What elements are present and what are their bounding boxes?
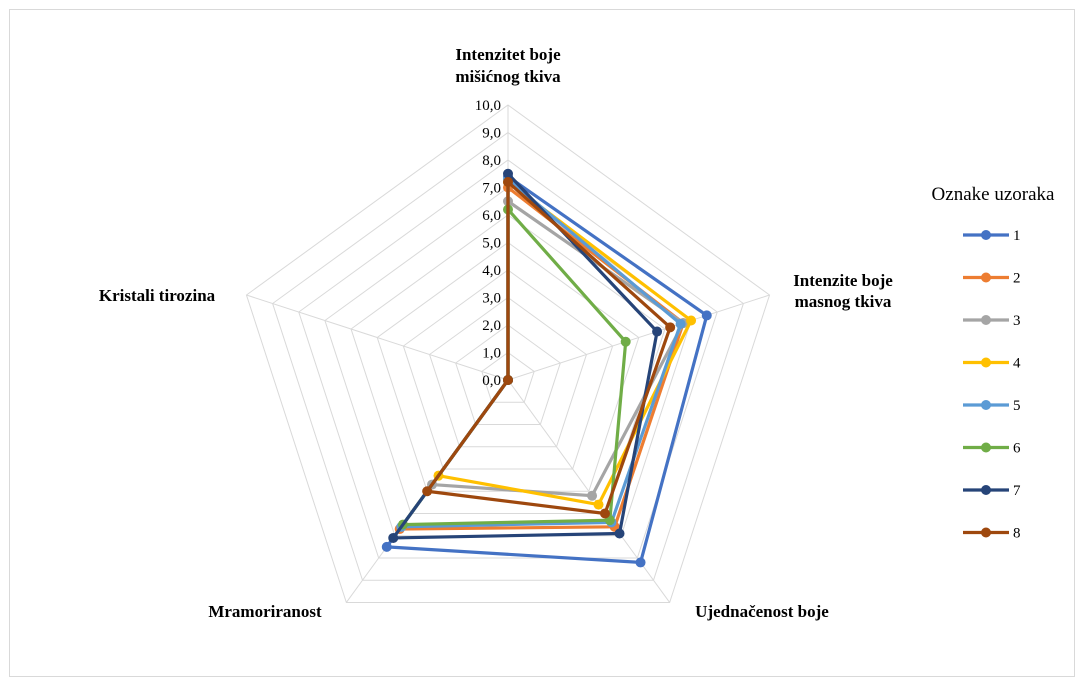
data-point: [503, 168, 513, 179]
grid-spoke: [507, 294, 770, 381]
series-8: [422, 177, 676, 519]
tick-label: 9,0: [482, 126, 501, 142]
axis-label: Intenzitet boje mišićnog tkiva: [455, 45, 561, 86]
data-point: [599, 508, 610, 519]
grid-spoke: [246, 294, 509, 381]
data-point: [675, 318, 686, 329]
data-point: [665, 322, 676, 333]
legend-swatch-marker: [981, 442, 991, 453]
legend-label: 6: [1013, 441, 1021, 457]
grid-ring: [428, 296, 588, 448]
data-point: [635, 557, 646, 568]
legend-entry: 1: [963, 228, 1021, 244]
data-point: [388, 532, 399, 543]
series-line: [430, 199, 685, 498]
axis-label: Kristali tirozina: [99, 286, 216, 305]
tick-label: 1,0: [482, 346, 501, 362]
grid-ring: [298, 159, 718, 559]
legend-label: 8: [1013, 526, 1021, 542]
data-point: [701, 310, 712, 321]
legend-swatch-marker: [981, 400, 991, 410]
legend-title: Oznake uzoraka: [932, 184, 1055, 205]
series-lines: [381, 168, 712, 568]
axis-label-line: masnog tkiva: [795, 292, 892, 311]
data-point: [652, 326, 663, 337]
legend-entry: 8: [963, 526, 1021, 542]
tick-label: 3,0: [482, 291, 501, 307]
series-3: [427, 196, 689, 501]
legend-label: 1: [1013, 228, 1021, 244]
data-point: [686, 315, 697, 326]
legend-swatch-marker: [981, 527, 991, 538]
legend-label: 2: [1013, 271, 1021, 287]
data-point: [614, 528, 625, 539]
data-point: [422, 486, 433, 497]
legend-label: 4: [1013, 356, 1021, 372]
tick-label: 2,0: [482, 318, 501, 334]
tick-label: 0,0: [482, 373, 501, 389]
data-point: [620, 336, 631, 347]
legend-entry: 6: [963, 441, 1021, 457]
series-1: [381, 171, 712, 568]
axis-label: Ujednačenost boje: [695, 602, 829, 621]
legend-swatch-marker: [981, 357, 991, 368]
legend-swatch-marker: [981, 315, 991, 325]
grid-ring: [245, 104, 771, 603]
axis-label: Mramoriranost: [208, 602, 322, 621]
grid-ring: [402, 269, 614, 470]
tick-label: 10,0: [475, 98, 501, 114]
legend-label: 7: [1013, 483, 1021, 499]
legend-entry: 3: [963, 313, 1021, 329]
legend-entry: 7: [963, 483, 1021, 499]
data-point: [381, 541, 392, 552]
data-point: [587, 490, 598, 501]
radial-tick-labels: 0,0 1,0 2,0 3,0 4,0 5,0 6,0 7,0 8,0 9,0 10,0: [475, 98, 501, 389]
legend-swatch-marker: [981, 272, 991, 283]
axis-labels: Intenzitet boje mišićnog tkiva Intenzite b…: [99, 45, 893, 621]
axis-label: Intenzite boje masnog tkiva: [793, 271, 893, 311]
chart-area: [9, 9, 1075, 677]
axis-label-line: Intenzitet boje: [455, 45, 561, 64]
legend-swatch-marker: [981, 230, 991, 240]
tick-label: 5,0: [482, 236, 501, 252]
axis-label-line: mišićnog tkiva: [455, 67, 561, 86]
legend-entry: 4: [963, 356, 1021, 372]
legend: Oznake uzoraka 1 2 3 4 5 6 7 8: [932, 184, 1055, 542]
series-2: [394, 182, 689, 535]
data-point: [503, 177, 513, 187]
legend-label: 5: [1013, 398, 1021, 414]
grid-ring: [481, 351, 535, 403]
grid-ring: [455, 324, 561, 425]
tick-label: 8,0: [482, 153, 501, 169]
series-line: [425, 180, 672, 516]
legend-swatch-marker: [981, 485, 991, 495]
legend-entry: 5: [963, 398, 1021, 414]
data-point: [503, 375, 513, 385]
tick-label: 7,0: [482, 181, 501, 197]
axis-label-line: Ujednačenost boje: [695, 602, 829, 621]
grid-ring: [272, 131, 744, 581]
tick-label: 6,0: [482, 208, 501, 224]
legend-label: 3: [1013, 313, 1021, 329]
axis-label-line: Intenzite boje: [793, 271, 893, 290]
legend-entry: 2: [963, 271, 1021, 287]
data-point: [593, 499, 604, 510]
tick-label: 4,0: [482, 263, 501, 279]
axis-label-line: Mramoriranost: [208, 602, 322, 621]
axis-label-line: Kristali tirozina: [99, 286, 216, 305]
